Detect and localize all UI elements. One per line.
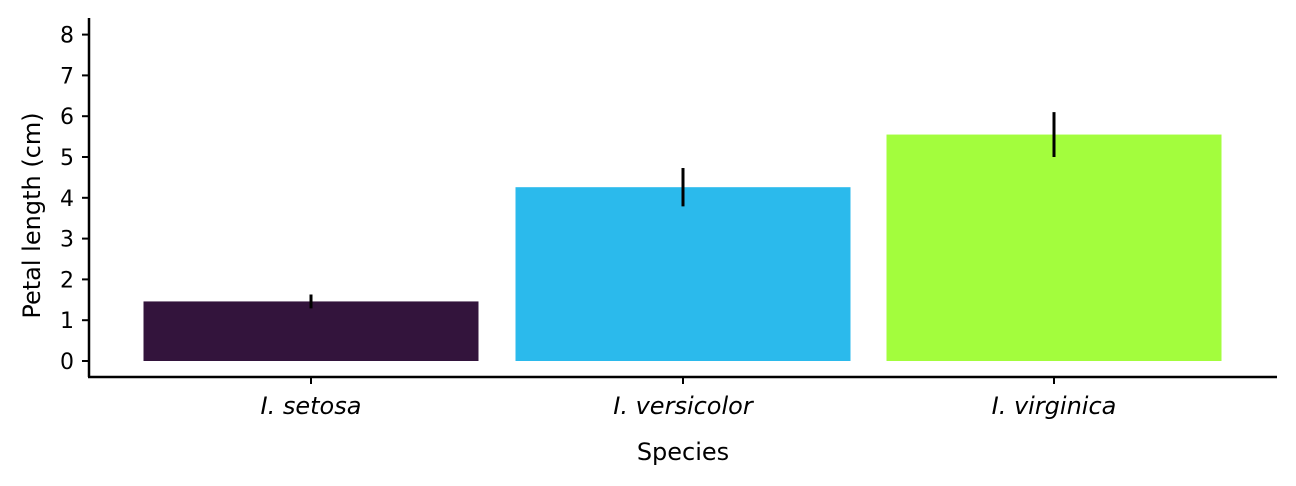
y-tick-label-2: 2 — [60, 268, 74, 293]
bar-3 — [886, 134, 1222, 361]
x-axis: I. setosa I. versicolor I. virginica — [88, 375, 1277, 420]
y-axis-title: Petal length (cm) — [18, 112, 46, 318]
x-axis-title: Species — [637, 438, 729, 466]
y-tick-label-3: 3 — [60, 228, 74, 253]
error-bars-group — [309, 112, 1056, 309]
y-tick-label-7: 7 — [60, 64, 74, 89]
x-tick-label-1: I. setosa — [261, 392, 362, 420]
x-tick-label-3: I. virginica — [992, 392, 1117, 420]
y-tick-label-4: 4 — [60, 187, 74, 212]
y-tick-label-0: 0 — [60, 350, 74, 375]
y-tick-label-5: 5 — [60, 146, 74, 171]
bars-group — [143, 134, 1222, 361]
bar-1 — [143, 301, 479, 361]
y-tick-label-6: 6 — [60, 105, 74, 130]
y-axis: 0 1 2 3 4 5 6 7 8 — [60, 18, 91, 377]
x-tick-label-2: I. versicolor — [613, 392, 755, 420]
y-tick-label-1: 1 — [60, 309, 74, 334]
y-tick-label-8: 8 — [60, 24, 74, 49]
bar-2 — [515, 187, 851, 361]
